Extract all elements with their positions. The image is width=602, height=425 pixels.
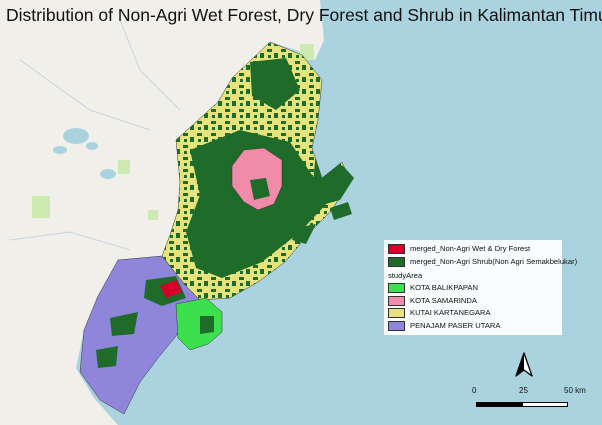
- samarinda-shrub: [250, 178, 270, 200]
- map-title: Distribution of Non-Agri Wet Forest, Dry…: [6, 5, 602, 25]
- delta-islands: [292, 168, 354, 244]
- scale-segment-black: [476, 402, 522, 407]
- balikpapan-shrub: [200, 316, 214, 334]
- map-legend: merged_Non-Agri Wet & Dry Forest merged_…: [384, 240, 577, 335]
- basemap-features: [9, 19, 314, 251]
- legend-label: KOTA SAMARINDA: [410, 295, 477, 305]
- legend-swatch: [388, 308, 405, 319]
- legend-label: KOTA BALIKPAPAN: [410, 283, 478, 293]
- mainland-area: [0, 0, 324, 425]
- legend-item-kutai-kartanegara: KUTAI KARTANEGARA: [388, 307, 558, 320]
- legend-swatch: [388, 320, 405, 331]
- legend-label: PENAJAM PASER UTARA: [410, 320, 501, 330]
- scale-label-25: 25: [519, 386, 528, 395]
- legend-label: KUTAI KARTANEGARA: [410, 308, 491, 318]
- scale-bar: 0 25 50 km: [470, 386, 590, 416]
- legend-swatch: [388, 256, 405, 267]
- legend-item-kota-balikpapan: KOTA BALIKPAPAN: [388, 282, 558, 295]
- legend-item-kota-samarinda: KOTA SAMARINDA: [388, 295, 558, 308]
- legend-item-penajam-paser-utara: PENAJAM PASER UTARA: [388, 320, 558, 333]
- legend-swatch: [388, 283, 405, 294]
- scale-label-50: 50 km: [564, 386, 586, 395]
- legend-label: merged_Non-Agri Wet & Dry Forest: [410, 244, 531, 254]
- legend-item-shrub: merged_Non-Agri Shrub(Non Agri Semakbelu…: [388, 256, 577, 269]
- wet-dry-forest-patch: [160, 280, 182, 298]
- kota-balikpapan-area: [175, 297, 223, 351]
- legend-item-wet-dry-forest: merged_Non-Agri Wet & Dry Forest: [388, 243, 558, 256]
- scale-segment-white: [522, 402, 568, 407]
- legend-label: merged_Non-Agri Shrub(Non Agri Semakbelu…: [410, 256, 578, 266]
- north-arrow-icon: [515, 352, 533, 377]
- legend-swatch: [388, 295, 405, 306]
- legend-group-title: studyArea: [388, 271, 423, 281]
- scale-label-0: 0: [472, 386, 477, 395]
- legend-swatch: [388, 244, 405, 255]
